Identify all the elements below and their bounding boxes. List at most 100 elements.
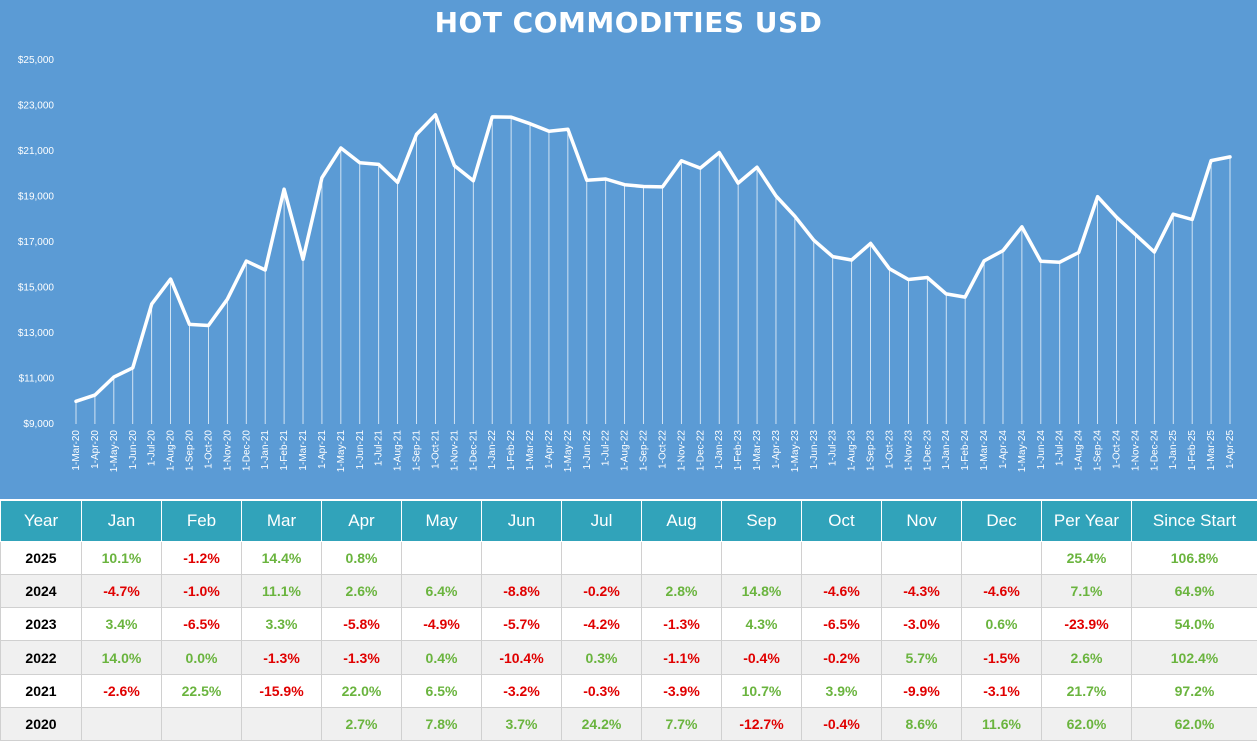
series-line: [74, 113, 1232, 404]
return-cell: 0.6%: [961, 607, 1042, 642]
x-tick-label: 1-Oct-24: [1111, 430, 1122, 469]
year-cell: 2025: [0, 540, 82, 576]
x-tick-label: 1-May-24: [1017, 430, 1028, 473]
x-tick-label: 1-Oct-23: [884, 430, 895, 469]
return-cell: 11.6%: [961, 706, 1042, 741]
return-cell: -1.3%: [321, 640, 402, 675]
table-row: 2022 14.0% 0.0% -1.3% -1.3% 0.4% -10.4% 0.3% -1.…: [0, 640, 1257, 675]
x-tick-label: 1-Apr-21: [317, 430, 328, 469]
return-cell: [161, 706, 242, 741]
x-tick-label: 1-May-23: [790, 430, 801, 473]
x-tick-label: 1-Mar-23: [752, 430, 763, 471]
table-row: 2023 3.4% -6.5% 3.3% -5.8% -4.9% -5.7% -4.2% -1.…: [0, 607, 1257, 642]
return-cell: -1.1%: [641, 640, 722, 675]
x-tick-label: 1-Dec-20: [241, 430, 252, 472]
return-cell: -1.0%: [161, 574, 242, 609]
x-tick-label: 1-Oct-20: [203, 430, 214, 469]
column-header: Year: [0, 500, 82, 542]
return-cell: -0.4%: [801, 706, 882, 741]
column-header: Jul: [561, 500, 642, 542]
x-tick-label: 1-Dec-22: [695, 430, 706, 472]
return-cell: -4.3%: [881, 574, 962, 609]
return-cell: -3.0%: [881, 607, 962, 642]
x-tick-label: 1-Aug-22: [620, 430, 631, 472]
column-header: Jun: [481, 500, 562, 542]
return-cell: 10.7%: [721, 673, 802, 708]
return-cell: -2.6%: [81, 673, 162, 708]
return-cell: 3.7%: [481, 706, 562, 741]
y-tick-label: $13,000: [18, 328, 55, 339]
column-header: Sep: [721, 500, 802, 542]
return-cell: 5.7%: [881, 640, 962, 675]
x-tick-label: 1-Jul-20: [147, 430, 158, 467]
y-tick-label: $11,000: [19, 374, 55, 385]
return-cell: 6.4%: [401, 574, 482, 609]
x-tick-label: 1-Nov-24: [1130, 430, 1141, 472]
table-row: 2025 10.1% -1.2% 14.4% 0.8% 25.4% 106.8%: [0, 540, 1257, 576]
return-cell: [561, 540, 642, 576]
x-tick-label: 1-Oct-22: [657, 430, 668, 469]
table-row: 2021 -2.6% 22.5% -15.9% 22.0% 6.5% -3.2% -0.3% -…: [0, 673, 1257, 708]
return-cell: 102.4%: [1131, 640, 1257, 675]
line-chart: $9,000 $11,000 $13,000 $15,000 $17,000 $19,00…: [18, 55, 1236, 473]
column-header: Dec: [961, 500, 1042, 542]
return-cell: 2.7%: [321, 706, 402, 741]
column-header: Since Start: [1131, 500, 1257, 542]
column-header: May: [401, 500, 482, 542]
column-header: Jan: [81, 500, 162, 542]
x-tick-label: 1-Sep-21: [412, 430, 423, 472]
x-tick-label: 1-May-21: [336, 430, 347, 473]
y-tick-label: $21,000: [18, 146, 55, 157]
return-cell: -5.8%: [321, 607, 402, 642]
return-cell: -0.3%: [561, 673, 642, 708]
return-cell: 21.7%: [1041, 673, 1132, 708]
x-tick-label: 1-Jul-24: [1055, 430, 1066, 467]
x-tick-label: 1-Nov-21: [449, 430, 460, 472]
monthly-returns-table: Year Jan Feb Mar Apr May Jun Jul Aug Sep Oct Nov Dec…: [0, 500, 1257, 741]
return-cell: -8.8%: [481, 574, 562, 609]
return-cell: -3.9%: [641, 673, 722, 708]
return-cell: 24.2%: [561, 706, 642, 741]
x-tick-label: 1-Dec-23: [922, 430, 933, 472]
return-cell: 7.1%: [1041, 574, 1132, 609]
return-cell: -4.7%: [81, 574, 162, 609]
x-tick-label: 1-Nov-20: [222, 430, 233, 472]
y-tick-label: $19,000: [18, 192, 55, 203]
y-tick-label: $25,000: [18, 55, 55, 66]
return-cell: 8.6%: [881, 706, 962, 741]
return-cell: 22.5%: [161, 673, 242, 708]
return-cell: -1.3%: [241, 640, 322, 675]
chart-title: HOT COMMODITIES USD: [434, 6, 823, 39]
y-tick-label: $15,000: [18, 283, 55, 294]
x-tick-label: 1-Dec-21: [468, 430, 479, 472]
x-tick-label: 1-Jul-22: [601, 430, 612, 467]
x-tick-label: 1-Jun-21: [355, 430, 366, 470]
column-header: Oct: [801, 500, 882, 542]
return-cell: 4.3%: [721, 607, 802, 642]
column-header: Aug: [641, 500, 722, 542]
return-cell: 14.0%: [81, 640, 162, 675]
return-cell: -15.9%: [241, 673, 322, 708]
table-row: 2020 2.7% 7.8% 3.7% 24.2% 7.7% -12.7% -0.4% 8.6%…: [0, 706, 1257, 741]
table-header-row: Year Jan Feb Mar Apr May Jun Jul Aug Sep Oct Nov Dec…: [0, 500, 1257, 542]
return-cell: -5.7%: [481, 607, 562, 642]
return-cell: -9.9%: [881, 673, 962, 708]
x-tick-label: 1-Aug-21: [393, 430, 404, 472]
return-cell: -0.4%: [721, 640, 802, 675]
x-tick-label: 1-Jan-23: [714, 430, 725, 470]
return-cell: 54.0%: [1131, 607, 1257, 642]
return-cell: [81, 706, 162, 741]
return-cell: 0.0%: [161, 640, 242, 675]
column-header: Mar: [241, 500, 322, 542]
return-cell: -6.5%: [801, 607, 882, 642]
return-cell: -1.3%: [641, 607, 722, 642]
x-tick-label: 1-Jun-22: [582, 430, 593, 470]
return-cell: -10.4%: [481, 640, 562, 675]
x-tick-label: 1-Sep-20: [185, 430, 196, 472]
x-tick-label: 1-Jul-21: [374, 430, 385, 467]
x-tick-label: 1-Jun-24: [1036, 430, 1047, 470]
return-cell: [481, 540, 562, 576]
x-tick-label: 1-Jan-25: [1168, 430, 1179, 470]
return-cell: -12.7%: [721, 706, 802, 741]
x-tick-label: 1-Jan-21: [260, 430, 271, 470]
